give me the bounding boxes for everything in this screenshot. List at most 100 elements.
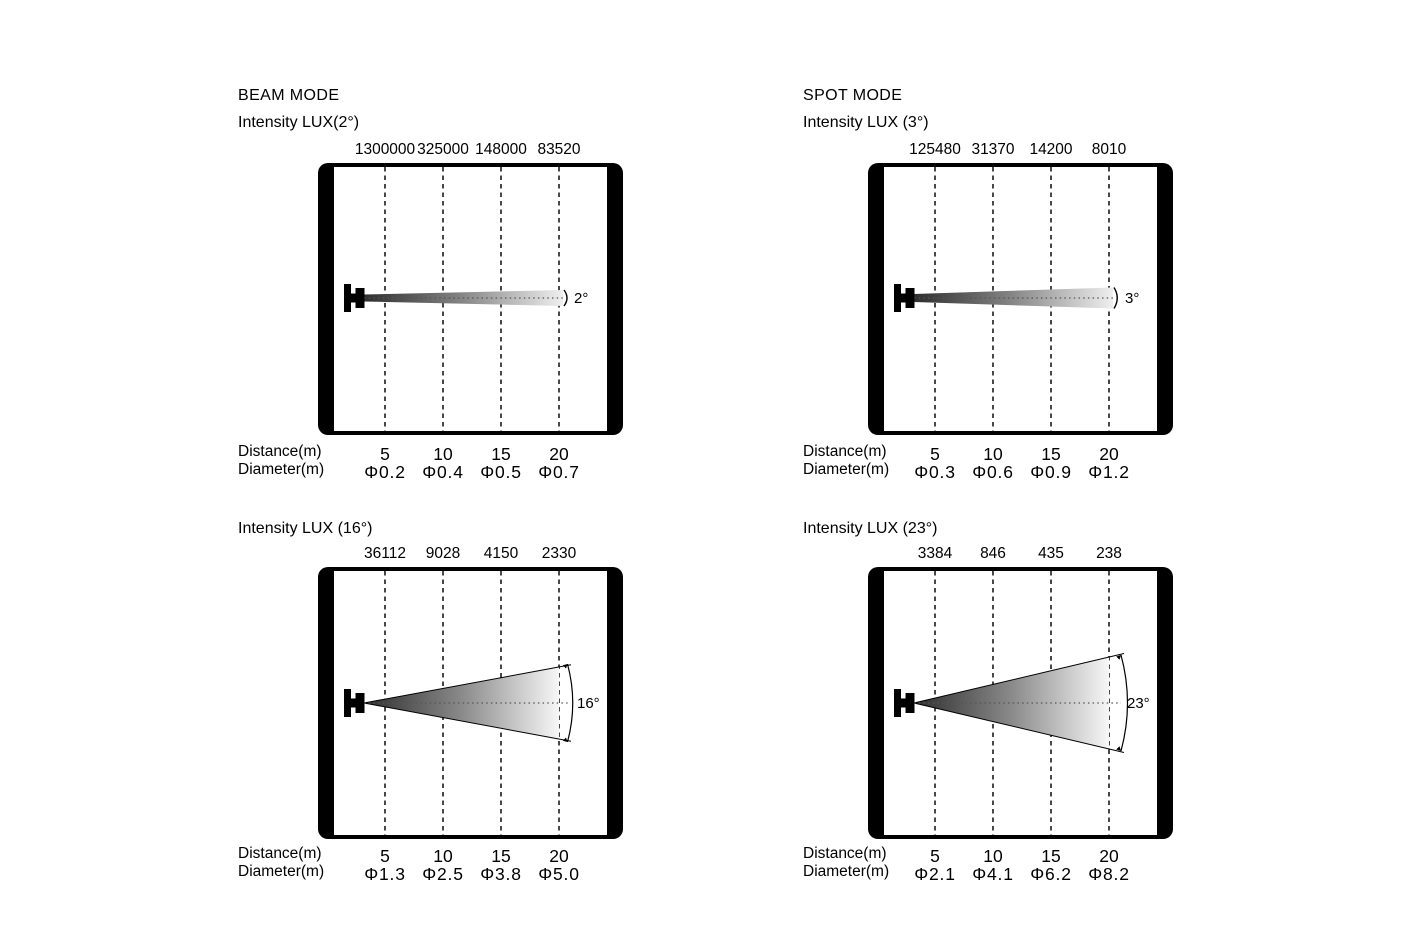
distance-value: 10 bbox=[433, 444, 453, 464]
diameter-value: Φ2.5 bbox=[422, 864, 464, 884]
intensity-values-row: 1300000 325000 148000 83520 bbox=[238, 142, 668, 160]
angle-arc bbox=[566, 663, 574, 743]
distance-value: 20 bbox=[549, 444, 569, 464]
angle-arrowhead bbox=[1116, 655, 1121, 660]
angle-arrowhead bbox=[562, 664, 568, 669]
intensity-value: 8010 bbox=[1091, 141, 1127, 158]
diameter-value: Φ1.2 bbox=[1088, 462, 1130, 482]
beam-angle-label: 23° bbox=[1127, 695, 1150, 712]
diameter-axis-label: Diameter(m) bbox=[238, 461, 325, 478]
distance-axis-label: Distance(m) bbox=[238, 443, 322, 460]
distance-axis-label: Distance(m) bbox=[803, 443, 887, 460]
diameter-value: Φ8.2 bbox=[1088, 864, 1130, 884]
angle-arc bbox=[563, 289, 568, 307]
diameter-value: Φ2.1 bbox=[914, 864, 956, 884]
beam-cone bbox=[914, 657, 1109, 749]
angle-arc bbox=[1113, 287, 1118, 309]
distance-value: 10 bbox=[433, 846, 453, 866]
mode-title: SPOT MODE bbox=[803, 87, 903, 104]
intensity-value: 14200 bbox=[1029, 141, 1073, 158]
angle-arrowhead bbox=[562, 737, 568, 742]
angle-arrowhead bbox=[1116, 746, 1121, 751]
intensity-title: Intensity LUX (23°) bbox=[803, 520, 938, 537]
beam-edge-lines bbox=[913, 653, 1125, 753]
distance-values-row: 5 10 15 20 bbox=[238, 846, 668, 866]
diameter-value: Φ0.9 bbox=[1030, 462, 1072, 482]
distance-value: 5 bbox=[380, 444, 390, 464]
intensity-value: 3384 bbox=[917, 545, 953, 562]
beam-diagram-16deg: 16° bbox=[318, 567, 623, 839]
beam-angle-label: 3° bbox=[1125, 290, 1139, 307]
intensity-value: 4150 bbox=[483, 545, 519, 562]
distance-axis-label: Distance(m) bbox=[238, 845, 322, 862]
diameter-value: Φ6.2 bbox=[1030, 864, 1072, 884]
distance-value: 5 bbox=[930, 846, 940, 866]
diameter-value: Φ4.1 bbox=[972, 864, 1014, 884]
fixture-icon bbox=[894, 689, 915, 717]
intensity-values-row: 3384 846 435 238 bbox=[803, 546, 1233, 564]
panel-beam-2deg: BEAM MODE Intensity LUX(2°) 1300000 3250… bbox=[238, 88, 668, 490]
intensity-value: 31370 bbox=[971, 141, 1015, 158]
distance-value: 5 bbox=[930, 444, 940, 464]
intensity-value: 36112 bbox=[364, 545, 406, 562]
beam-edge-lines bbox=[363, 664, 572, 742]
beam-diagram-3deg: 3° bbox=[868, 163, 1173, 435]
diameter-value: Φ0.3 bbox=[914, 462, 956, 482]
distance-value: 20 bbox=[1099, 846, 1119, 866]
intensity-value: 2330 bbox=[541, 545, 577, 562]
distance-values-row: 5 10 15 20 bbox=[803, 444, 1233, 464]
beam-diagram-2deg: 2° bbox=[318, 163, 623, 435]
panel-spot-3deg: SPOT MODE Intensity LUX (3°) 125480 3137… bbox=[803, 88, 1233, 490]
diameter-values-row: Φ2.1 Φ4.1 Φ6.2 Φ8.2 bbox=[803, 864, 1233, 884]
intensity-values-row: 125480 31370 14200 8010 bbox=[803, 142, 1233, 160]
distance-value: 15 bbox=[491, 444, 511, 464]
distance-value: 5 bbox=[380, 846, 390, 866]
intensity-value: 435 bbox=[1038, 545, 1064, 562]
diameter-value: Φ0.6 bbox=[972, 462, 1014, 482]
diameter-axis-label: Diameter(m) bbox=[803, 461, 890, 478]
distance-value: 15 bbox=[1041, 444, 1061, 464]
distance-values-row: 5 10 15 20 bbox=[238, 444, 668, 464]
diameter-axis-label: Diameter(m) bbox=[238, 863, 325, 880]
distance-value: 10 bbox=[983, 846, 1003, 866]
fixture-icon bbox=[344, 284, 365, 312]
intensity-value: 846 bbox=[980, 545, 1006, 562]
diameter-value: Φ0.5 bbox=[480, 462, 522, 482]
panel-beam-16deg: Intensity LUX (16°) 36112 9028 4150 2330 bbox=[238, 518, 668, 920]
intensity-value: 9028 bbox=[425, 545, 461, 562]
diameter-axis-label: Diameter(m) bbox=[803, 863, 890, 880]
beam-angle-label: 16° bbox=[577, 695, 600, 712]
angle-arc bbox=[1120, 654, 1129, 752]
fixture-icon bbox=[894, 284, 915, 312]
diameter-value: Φ5.0 bbox=[538, 864, 580, 884]
beam-cone bbox=[364, 667, 559, 739]
intensity-value: 83520 bbox=[537, 141, 581, 158]
distance-values-row: 5 10 15 20 bbox=[803, 846, 1233, 866]
intensity-value: 125480 bbox=[909, 141, 961, 158]
intensity-value: 148000 bbox=[475, 141, 527, 158]
intensity-value: 238 bbox=[1096, 545, 1122, 562]
distance-value: 20 bbox=[1099, 444, 1119, 464]
intensity-title: Intensity LUX (16°) bbox=[238, 520, 373, 537]
distance-value: 10 bbox=[983, 444, 1003, 464]
mode-title: BEAM MODE bbox=[238, 87, 340, 104]
distance-axis-label: Distance(m) bbox=[803, 845, 887, 862]
distance-value: 15 bbox=[1041, 846, 1061, 866]
diameter-value: Φ1.3 bbox=[364, 864, 406, 884]
diameter-value: Φ3.8 bbox=[480, 864, 522, 884]
distance-value: 20 bbox=[549, 846, 569, 866]
beam-diagram-23deg: 23° bbox=[868, 567, 1173, 839]
intensity-title: Intensity LUX (3°) bbox=[803, 114, 929, 131]
diameter-values-row: Φ0.3 Φ0.6 Φ0.9 Φ1.2 bbox=[803, 462, 1233, 482]
diameter-values-row: Φ0.2 Φ0.4 Φ0.5 Φ0.7 bbox=[238, 462, 668, 482]
intensity-value: 325000 bbox=[417, 141, 469, 158]
diameter-value: Φ0.4 bbox=[422, 462, 464, 482]
diameter-value: Φ0.7 bbox=[538, 462, 580, 482]
intensity-value: 1300000 bbox=[354, 141, 416, 158]
panel-spot-23deg: Intensity LUX (23°) 3384 846 435 238 bbox=[803, 518, 1233, 920]
intensity-values-row: 36112 9028 4150 2330 bbox=[238, 546, 668, 564]
fixture-icon bbox=[344, 689, 365, 717]
intensity-title: Intensity LUX(2°) bbox=[238, 114, 360, 131]
distance-value: 15 bbox=[491, 846, 511, 866]
